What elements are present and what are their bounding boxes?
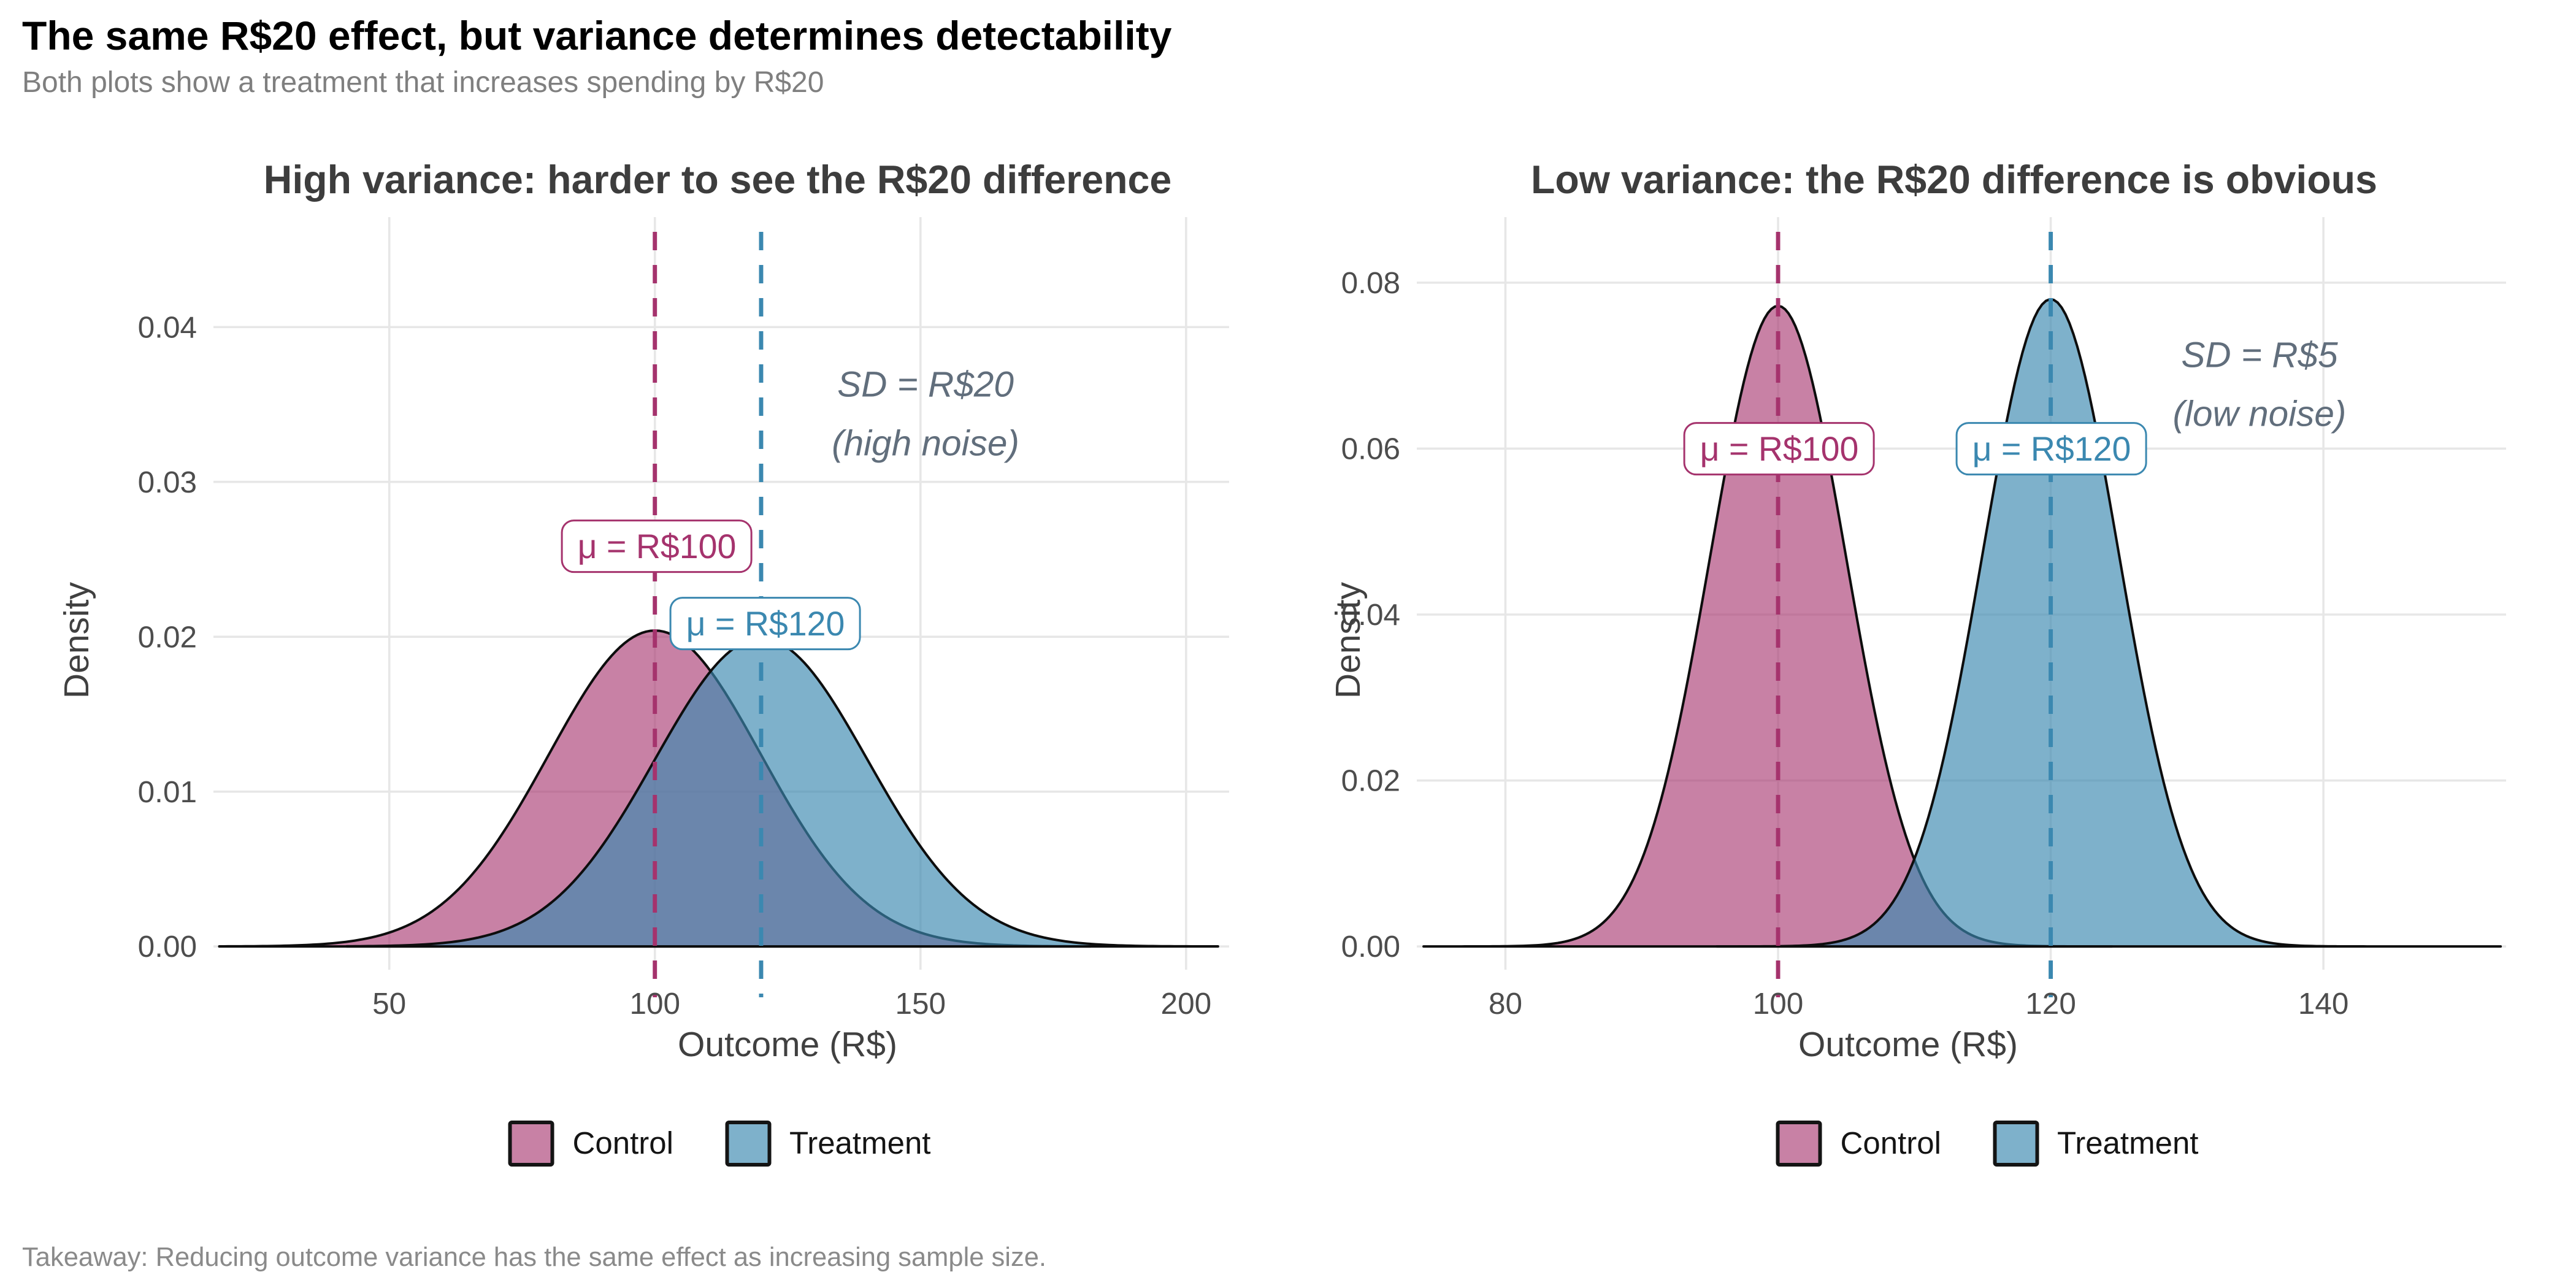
- y-tick-label: 0.08: [1341, 266, 1400, 300]
- treatment-swatch: [724, 1121, 771, 1167]
- legend-item-control: Control: [1776, 1121, 1941, 1167]
- legend: Control Treatment: [1776, 1121, 2199, 1167]
- density-curve-treatment: [1715, 297, 2502, 948]
- y-tick-label: 0.02: [138, 620, 197, 654]
- y-tick-label: 0.02: [1341, 764, 1400, 798]
- y-tick-label: 0.06: [1341, 432, 1400, 466]
- y-axis-title: Density: [59, 581, 98, 699]
- mu-treatment-label: μ = R$120: [669, 597, 862, 651]
- x-axis-title: Outcome (R$): [1798, 1027, 2018, 1065]
- legend-label-treatment: Treatment: [2057, 1125, 2199, 1160]
- sd-annotation-line1: SD = R$20: [837, 365, 1014, 406]
- y-tick-label: 0.01: [138, 775, 197, 809]
- legend-item-treatment: Treatment: [1992, 1121, 2199, 1167]
- x-tick-label: 200: [1161, 987, 1212, 1021]
- y-tick-label: 0.04: [138, 310, 197, 344]
- takeaway-caption: Takeaway: Reducing outcome variance has …: [22, 1244, 1047, 1273]
- x-tick-label: 100: [629, 987, 680, 1021]
- control-swatch: [1776, 1121, 1822, 1167]
- legend-label-control: Control: [572, 1125, 673, 1160]
- x-axis-title: Outcome (R$): [678, 1027, 897, 1065]
- mu-control-label: μ = R$100: [1683, 422, 1876, 476]
- panel-title-low-variance: Low variance: the R$20 difference is obv…: [1530, 158, 2378, 202]
- y-tick-label: 0.03: [138, 466, 197, 499]
- treatment-swatch: [1992, 1121, 2039, 1167]
- x-tick-label: 80: [1489, 987, 1522, 1021]
- y-tick-label: 0.00: [1341, 930, 1400, 964]
- legend: Control Treatment: [508, 1121, 931, 1167]
- x-tick-label: 120: [2025, 987, 2076, 1021]
- x-tick-label: 100: [1753, 987, 1804, 1021]
- mu-control-label: μ = R$100: [561, 519, 753, 573]
- sd-annotation-line2: (high noise): [832, 424, 1019, 465]
- y-axis-title: Density: [1330, 581, 1369, 699]
- x-tick-label: 140: [2298, 987, 2349, 1021]
- figure-subtitle: Both plots show a treatment that increas…: [22, 68, 824, 99]
- sd-annotation-line1: SD = R$5: [2181, 335, 2338, 377]
- y-tick-label: 0.00: [138, 930, 197, 964]
- figure-title: The same R$20 effect, but variance deter…: [22, 13, 1172, 59]
- x-tick-label: 150: [895, 987, 946, 1021]
- control-swatch: [508, 1121, 554, 1167]
- y-tick-label: 0.04: [1341, 598, 1400, 632]
- mu-treatment-label: μ = R$120: [1955, 422, 2148, 476]
- x-tick-label: 50: [372, 987, 406, 1021]
- legend-label-control: Control: [1840, 1125, 1941, 1160]
- panel-title-high-variance: High variance: harder to see the R$20 di…: [263, 158, 1172, 202]
- legend-item-control: Control: [508, 1121, 673, 1167]
- legend-label-treatment: Treatment: [789, 1125, 931, 1160]
- sd-annotation-line2: (low noise): [2172, 394, 2347, 435]
- legend-item-treatment: Treatment: [724, 1121, 931, 1167]
